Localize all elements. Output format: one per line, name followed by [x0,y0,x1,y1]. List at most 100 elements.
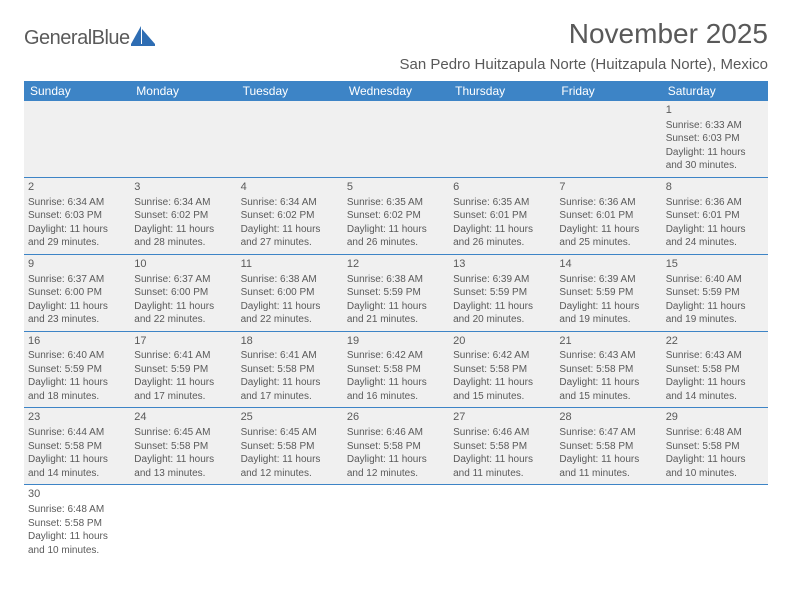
sunrise-line: Sunrise: 6:34 AM [241,196,339,210]
calendar-cell [555,101,661,177]
sunrise-line: Sunrise: 6:46 AM [453,426,551,440]
calendar-cell: 21Sunrise: 6:43 AMSunset: 5:58 PMDayligh… [555,331,661,408]
daylight-line: Daylight: 11 hours and 11 minutes. [453,453,551,480]
location-subtitle: San Pedro Huitzapula Norte (Huitzapula N… [399,56,768,73]
calendar-cell: 6Sunrise: 6:35 AMSunset: 6:01 PMDaylight… [449,177,555,254]
calendar-week-row: 9Sunrise: 6:37 AMSunset: 6:00 PMDaylight… [24,254,768,331]
calendar-cell: 11Sunrise: 6:38 AMSunset: 6:00 PMDayligh… [237,254,343,331]
sunset-line: Sunset: 5:58 PM [134,440,232,454]
weekday-header: Monday [130,81,236,101]
daylight-line: Daylight: 11 hours and 22 minutes. [134,300,232,327]
calendar-week-row: 2Sunrise: 6:34 AMSunset: 6:03 PMDaylight… [24,177,768,254]
day-number: 25 [241,410,339,425]
sunset-line: Sunset: 5:59 PM [134,363,232,377]
sunset-line: Sunset: 6:01 PM [453,209,551,223]
calendar-cell: 2Sunrise: 6:34 AMSunset: 6:03 PMDaylight… [24,177,130,254]
sunrise-line: Sunrise: 6:43 AM [559,349,657,363]
calendar-cell [662,485,768,561]
day-number: 9 [28,257,126,272]
weekday-header: Friday [555,81,661,101]
sunrise-line: Sunrise: 6:43 AM [666,349,764,363]
day-number: 5 [347,180,445,195]
daylight-line: Daylight: 11 hours and 21 minutes. [347,300,445,327]
sunrise-line: Sunrise: 6:35 AM [453,196,551,210]
sunset-line: Sunset: 6:01 PM [666,209,764,223]
sunset-line: Sunset: 5:58 PM [666,363,764,377]
day-number: 7 [559,180,657,195]
sunrise-line: Sunrise: 6:37 AM [28,273,126,287]
sunrise-line: Sunrise: 6:45 AM [134,426,232,440]
sunset-line: Sunset: 5:58 PM [559,440,657,454]
sunrise-line: Sunrise: 6:48 AM [666,426,764,440]
day-number: 30 [28,487,126,502]
daylight-line: Daylight: 11 hours and 30 minutes. [666,146,764,173]
calendar-cell: 7Sunrise: 6:36 AMSunset: 6:01 PMDaylight… [555,177,661,254]
calendar-cell: 1Sunrise: 6:33 AMSunset: 6:03 PMDaylight… [662,101,768,177]
daylight-line: Daylight: 11 hours and 13 minutes. [134,453,232,480]
sunset-line: Sunset: 5:59 PM [28,363,126,377]
calendar-cell [343,101,449,177]
calendar-cell: 8Sunrise: 6:36 AMSunset: 6:01 PMDaylight… [662,177,768,254]
sunset-line: Sunset: 5:59 PM [559,286,657,300]
day-number: 3 [134,180,232,195]
day-number: 14 [559,257,657,272]
daylight-line: Daylight: 11 hours and 24 minutes. [666,223,764,250]
sunset-line: Sunset: 5:58 PM [666,440,764,454]
calendar-week-row: 1Sunrise: 6:33 AMSunset: 6:03 PMDaylight… [24,101,768,177]
calendar-cell: 4Sunrise: 6:34 AMSunset: 6:02 PMDaylight… [237,177,343,254]
day-number: 4 [241,180,339,195]
sunrise-line: Sunrise: 6:39 AM [453,273,551,287]
calendar-cell [449,101,555,177]
day-number: 15 [666,257,764,272]
calendar-cell: 14Sunrise: 6:39 AMSunset: 5:59 PMDayligh… [555,254,661,331]
sunset-line: Sunset: 6:01 PM [559,209,657,223]
calendar-cell: 23Sunrise: 6:44 AMSunset: 5:58 PMDayligh… [24,408,130,485]
sunset-line: Sunset: 5:58 PM [241,440,339,454]
day-number: 22 [666,334,764,349]
calendar-cell: 13Sunrise: 6:39 AMSunset: 5:59 PMDayligh… [449,254,555,331]
calendar-cell: 26Sunrise: 6:46 AMSunset: 5:58 PMDayligh… [343,408,449,485]
sunrise-line: Sunrise: 6:41 AM [134,349,232,363]
calendar-cell: 30Sunrise: 6:48 AMSunset: 5:58 PMDayligh… [24,485,130,561]
sunrise-line: Sunrise: 6:34 AM [134,196,232,210]
daylight-line: Daylight: 11 hours and 26 minutes. [453,223,551,250]
daylight-line: Daylight: 11 hours and 11 minutes. [559,453,657,480]
daylight-line: Daylight: 11 hours and 16 minutes. [347,376,445,403]
weekday-header: Saturday [662,81,768,101]
calendar-cell: 25Sunrise: 6:45 AMSunset: 5:58 PMDayligh… [237,408,343,485]
weekday-header: Tuesday [237,81,343,101]
sunrise-line: Sunrise: 6:44 AM [28,426,126,440]
sunrise-line: Sunrise: 6:36 AM [559,196,657,210]
calendar-cell [449,485,555,561]
daylight-line: Daylight: 11 hours and 20 minutes. [453,300,551,327]
calendar-cell: 15Sunrise: 6:40 AMSunset: 5:59 PMDayligh… [662,254,768,331]
sunset-line: Sunset: 6:00 PM [134,286,232,300]
calendar-cell: 22Sunrise: 6:43 AMSunset: 5:58 PMDayligh… [662,331,768,408]
daylight-line: Daylight: 11 hours and 23 minutes. [28,300,126,327]
sunset-line: Sunset: 5:58 PM [28,517,126,531]
day-number: 2 [28,180,126,195]
day-number: 16 [28,334,126,349]
sunrise-line: Sunrise: 6:35 AM [347,196,445,210]
calendar-cell: 5Sunrise: 6:35 AMSunset: 6:02 PMDaylight… [343,177,449,254]
daylight-line: Daylight: 11 hours and 12 minutes. [347,453,445,480]
sunrise-line: Sunrise: 6:41 AM [241,349,339,363]
day-number: 19 [347,334,445,349]
sunrise-line: Sunrise: 6:47 AM [559,426,657,440]
calendar-cell: 17Sunrise: 6:41 AMSunset: 5:59 PMDayligh… [130,331,236,408]
calendar-cell: 12Sunrise: 6:38 AMSunset: 5:59 PMDayligh… [343,254,449,331]
sunrise-line: Sunrise: 6:42 AM [453,349,551,363]
sunrise-line: Sunrise: 6:46 AM [347,426,445,440]
daylight-line: Daylight: 11 hours and 29 minutes. [28,223,126,250]
sunrise-line: Sunrise: 6:38 AM [241,273,339,287]
sunset-line: Sunset: 5:59 PM [666,286,764,300]
sunset-line: Sunset: 5:58 PM [347,440,445,454]
calendar-cell [24,101,130,177]
calendar-cell: 28Sunrise: 6:47 AMSunset: 5:58 PMDayligh… [555,408,661,485]
day-number: 20 [453,334,551,349]
daylight-line: Daylight: 11 hours and 10 minutes. [666,453,764,480]
page-title: November 2025 [399,18,768,50]
calendar-table: Sunday Monday Tuesday Wednesday Thursday… [24,81,768,561]
sunrise-line: Sunrise: 6:34 AM [28,196,126,210]
sunset-line: Sunset: 5:58 PM [347,363,445,377]
